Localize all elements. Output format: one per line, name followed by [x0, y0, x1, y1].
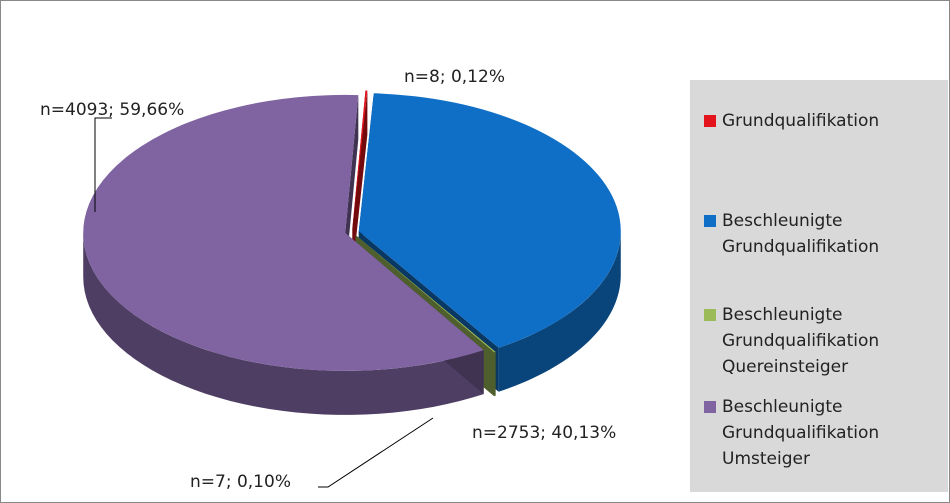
- slice-face: [352, 90, 368, 273]
- pie: [83, 90, 621, 415]
- legend-label: Beschleunigte Grundqualifikation Umsteig…: [722, 397, 880, 469]
- legend-item: Beschleunigte Grundqualifikation Umsteig…: [700, 394, 945, 472]
- data-label: n=8; 0,12%: [404, 67, 505, 87]
- legend-label: Beschleunigte Grundqualifikation Querein…: [722, 305, 880, 377]
- legend-item: Beschleunigte Grundqualifikation: [700, 208, 945, 260]
- legend-swatch: [704, 401, 716, 413]
- slice-side: [498, 231, 621, 392]
- legend-swatch: [704, 309, 716, 321]
- slice-side: [83, 232, 484, 415]
- data-label: n=2753; 40,13%: [472, 423, 616, 443]
- legend-swatch: [704, 115, 716, 127]
- slice: [83, 94, 484, 371]
- data-label: n=4093; 59,66%: [40, 100, 184, 120]
- legend-item: Grundqualifikation: [700, 108, 945, 134]
- legend-label: Grundqualifikation: [722, 111, 880, 131]
- legend-item: Beschleunigte Grundqualifikation Querein…: [700, 302, 945, 380]
- slice-face: [345, 95, 359, 277]
- legend-label: Beschleunigte Grundqualifikation: [722, 211, 880, 257]
- leader-line: [94, 117, 112, 212]
- slice: [358, 93, 621, 348]
- slice: [352, 90, 368, 229]
- slice: [355, 235, 496, 353]
- legend: Grundqualifikation Beschleunigte Grundqua…: [690, 80, 948, 492]
- leader-line: [318, 417, 434, 488]
- data-label: n=7; 0,10%: [190, 472, 291, 492]
- legend-swatch: [704, 215, 716, 227]
